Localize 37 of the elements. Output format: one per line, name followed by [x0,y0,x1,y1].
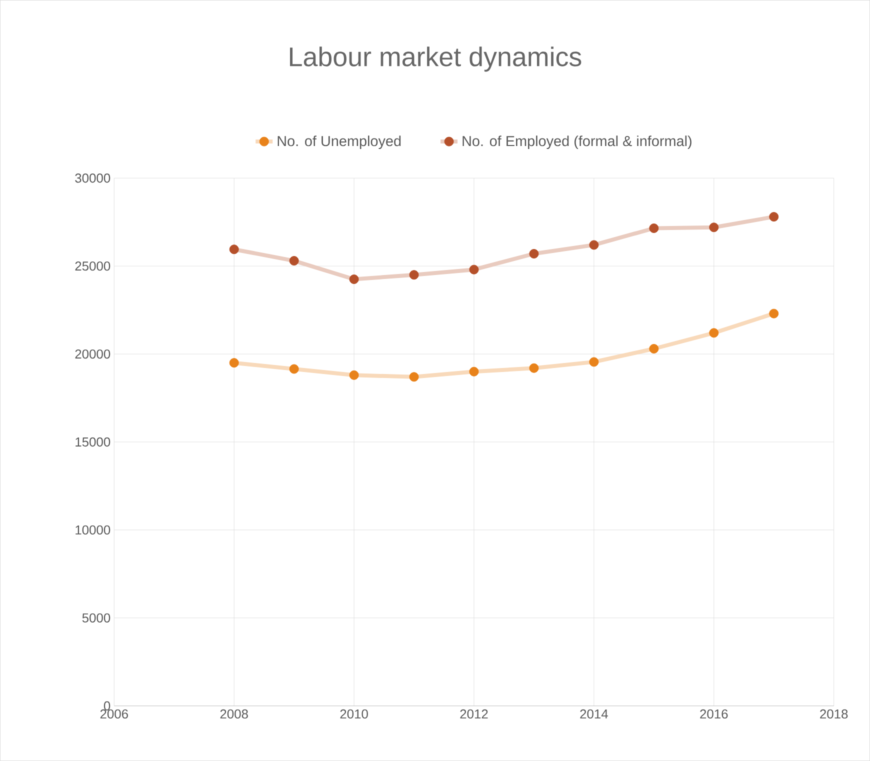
point [469,264,479,274]
y-tick-label: 0 [104,701,110,710]
point [649,344,659,354]
point [589,240,599,250]
point [349,274,359,284]
point [229,358,239,368]
point [649,223,659,233]
x-tick-label: 2010 [340,709,368,719]
y-tick-label: 15000 [76,437,110,447]
chart-title: Labour market dynamics [290,46,582,72]
point [709,222,719,232]
x-tick-label: 2008 [220,709,248,719]
point [589,357,599,367]
point [709,328,719,338]
point [409,270,419,280]
x-tick-label: 2018 [820,709,848,719]
x-tick-label: 2012 [460,709,488,719]
point [349,370,359,380]
y-tick-label: 10000 [76,525,110,535]
x-tick-label: 2016 [700,709,728,719]
y-tick-label: 30000 [75,174,110,183]
y-tick-label: 25000 [75,261,110,271]
legend-label: No. of Employed (formal & informal) [462,136,692,150]
point [769,308,779,318]
x-tick-label: 2006 [100,709,128,719]
point [289,364,299,374]
y-tick-label: 20000 [75,349,110,359]
point [469,366,479,376]
point [409,372,419,382]
point [529,363,539,373]
legend-label: No. of Unemployed [278,136,401,150]
point [529,248,539,258]
y-tick-label: 5000 [82,613,110,622]
point [769,212,779,222]
point [289,256,299,266]
x-tick-label: 2014 [580,709,608,719]
point [229,244,239,254]
